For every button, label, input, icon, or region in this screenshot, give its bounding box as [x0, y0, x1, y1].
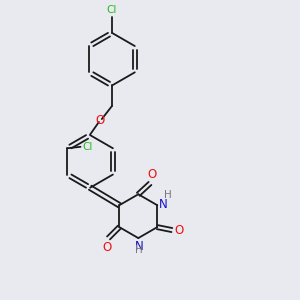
Text: O: O [175, 224, 184, 236]
Text: Cl: Cl [107, 5, 117, 15]
Text: O: O [148, 168, 157, 181]
Text: Cl: Cl [82, 142, 93, 152]
Text: N: N [134, 239, 143, 253]
Text: N: N [159, 198, 167, 211]
Text: O: O [102, 241, 111, 254]
Text: H: H [135, 244, 143, 254]
Text: H: H [164, 190, 171, 200]
Text: O: O [96, 114, 105, 127]
